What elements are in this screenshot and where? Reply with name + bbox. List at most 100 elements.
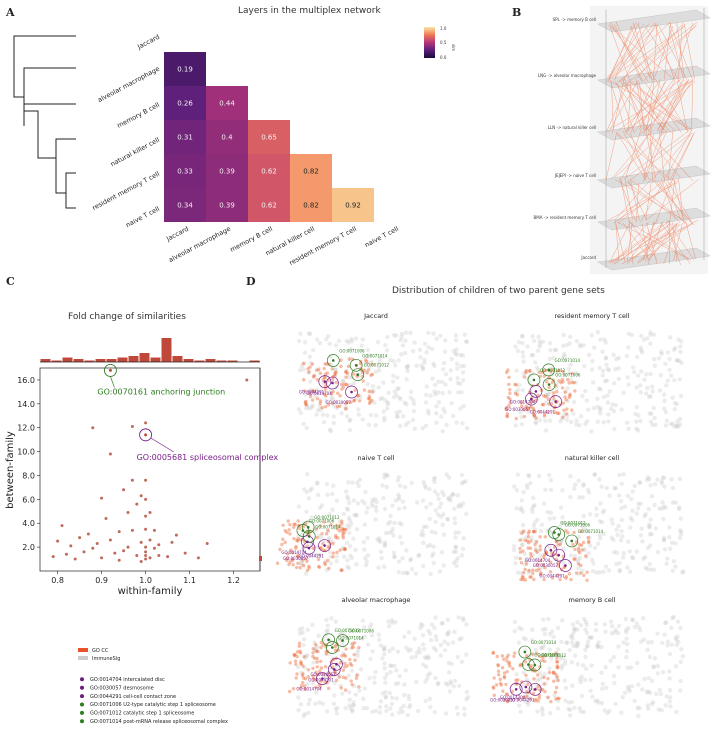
interlayer-edge (666, 179, 694, 225)
interlayer-edge (636, 81, 645, 130)
interlayer-edge (622, 24, 656, 82)
interlayer-edge (666, 222, 681, 266)
interlayer-edge (625, 130, 689, 178)
gene-set-ring (330, 657, 343, 671)
x-tick-label: 0.8 (51, 576, 64, 585)
interlayer-edge (673, 22, 694, 80)
gene-set-label: GO:0014704 (296, 687, 322, 692)
heatmap-cell (206, 154, 248, 188)
interlayer-edge (653, 23, 658, 80)
legend-series-label: ImmuneSig (92, 656, 120, 662)
scatter-point (144, 527, 148, 531)
gene-set-label: GO:0044291 (299, 554, 325, 559)
interlayer-edge (691, 79, 694, 131)
y-tick-label: 2.0 (22, 543, 35, 552)
panel-label-a: A (6, 6, 15, 19)
scatter-point (130, 478, 134, 482)
gene-set-label: GO:0044291 (539, 574, 565, 579)
scatter-point (144, 557, 148, 561)
interlayer-edge (670, 133, 694, 180)
histogram-bar (51, 360, 62, 362)
interlayer-edge (643, 82, 688, 134)
gene-set-ring (351, 368, 365, 382)
gene-set-label: GO:0071006 (309, 519, 335, 524)
interlayer-edge (616, 132, 673, 182)
interlayer-edge (626, 224, 679, 265)
gene-set-ring (301, 535, 314, 549)
interlayer-edge (612, 78, 625, 134)
distribution-subplot: memory B cell GO:0071006 GO:0030057 GO:0071… (490, 596, 686, 719)
gene-set-ring (524, 392, 538, 406)
interlayer-edge (627, 79, 694, 130)
scatter-point (108, 538, 112, 542)
annotation-anchoring-junction: GO:0070161 anchoring junction (97, 387, 225, 396)
interlayer-edge (606, 22, 670, 83)
histogram-bar (128, 356, 139, 362)
gene-set-label: GO:0071006 (565, 523, 591, 528)
legend-dot (80, 694, 84, 699)
heatmap-cell-value: 0.82 (303, 168, 319, 176)
interlayer-edge (608, 79, 639, 133)
gene-set-label: GO:0071012 (364, 363, 390, 368)
scatter-point (139, 494, 143, 498)
heatmap-cell-value: 0.26 (177, 100, 193, 108)
legend-item-label: GO:0044291 cell-cell contact zone (90, 694, 176, 700)
interlayer-edge (624, 177, 633, 220)
scatter-point (122, 549, 126, 553)
scatter-point (196, 556, 200, 560)
gene-set-label: GO:0071012 (560, 520, 586, 525)
interlayer-edge (627, 182, 679, 220)
gene-set-label: GO:0044291 (299, 390, 325, 395)
gene-set-ring (542, 363, 556, 377)
scatter-point (148, 510, 152, 514)
interlayer-edge (614, 223, 672, 264)
interlayer-edge (640, 180, 665, 223)
gene-set-ring (552, 548, 566, 562)
interlayer-edge (617, 181, 672, 224)
scatter-point (130, 425, 134, 429)
x-tick-label: 1.1 (183, 576, 196, 585)
scatter-point (56, 539, 60, 543)
gene-set-label: GO:0030057 (310, 672, 336, 677)
interlayer-edge (630, 80, 654, 133)
interlayer-edge (650, 79, 676, 131)
histogram-bar (139, 353, 150, 362)
interlayer-edge (606, 22, 656, 79)
gene-set-ring (528, 658, 542, 672)
scatter-point (64, 552, 68, 556)
gene-set-label: GO:0044291 (530, 410, 556, 415)
multiplex-layer-plane (597, 9, 711, 33)
colorbar-mid-tick: 0.5 (440, 40, 447, 45)
legend-series: GO CC ImmuneSig (78, 648, 120, 662)
heatmap-cell-value: 0.39 (219, 202, 235, 210)
heatmap-cell-value: 0.62 (261, 168, 277, 176)
legend-dot (80, 702, 84, 707)
legend-swatch (78, 656, 88, 660)
interlayer-edge (678, 178, 684, 221)
interlayer-edge (608, 22, 637, 79)
legend-dot (80, 710, 84, 715)
interlayer-edge (605, 133, 617, 181)
heatmap-cell (164, 154, 206, 188)
heatmap-cell (248, 120, 290, 154)
gene-set-ring (565, 534, 579, 548)
gene-set-ring (322, 633, 335, 647)
gene-set-label: GO:0044291 (509, 697, 535, 702)
histogram-bar (106, 359, 117, 362)
interlayer-edge (613, 24, 643, 82)
multiplex-layer-plane (597, 247, 711, 271)
gene-set-ring (325, 641, 339, 654)
dendrogram (13, 35, 76, 209)
interlayer-edge (630, 180, 640, 221)
gene-set-ring (302, 530, 316, 543)
gene-set-label: GO:0071006 (555, 373, 581, 378)
panel-c-title: Fold change of similarities (68, 312, 186, 322)
interlayer-edge (615, 220, 620, 262)
heatmap-cell (206, 86, 248, 120)
gene-set-label: GO:0030057 (283, 556, 309, 561)
interlayer-edge (629, 178, 688, 225)
interlayer-edge (661, 79, 693, 131)
scatter-point (144, 497, 148, 501)
